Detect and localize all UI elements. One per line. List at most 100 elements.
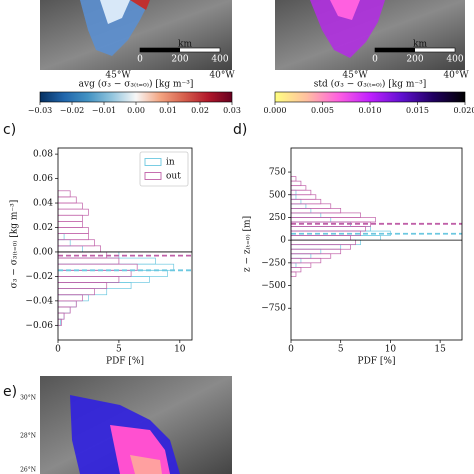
panel-label: c) [3, 122, 16, 138]
hist-bar [57, 276, 120, 283]
hist-bar [290, 226, 371, 232]
x-tick-label: 15 [434, 345, 446, 355]
hist-bar [57, 263, 175, 271]
y-tick-label: 0 [280, 236, 286, 246]
panel-label: e) [3, 384, 17, 400]
x-tick-label: 10 [385, 345, 397, 355]
y-tick-label: 500 [269, 190, 286, 200]
y-tick-label: 250 [269, 213, 286, 223]
x-tick-label: 0 [288, 345, 294, 355]
hist-bar [57, 221, 83, 228]
map-b: km 0 200 400 45°W 40°W [275, 0, 469, 81]
hist-bar [57, 276, 150, 283]
x-tick-label: 0.000 [264, 106, 287, 115]
y-tick-label: −0.06 [25, 321, 53, 331]
hist-bar [57, 257, 120, 265]
hist-bar [290, 226, 366, 232]
hist-bar [290, 248, 342, 255]
hist-bar [57, 214, 83, 222]
hist-bar [290, 257, 302, 264]
hist-bar [57, 269, 132, 277]
y-tick-label: 750 [269, 168, 286, 178]
hist-bar [57, 294, 83, 302]
y-tick-label: −0.04 [25, 296, 53, 306]
y-tick-label: −500 [261, 281, 286, 291]
hist-bar [290, 203, 307, 209]
hist-bar [290, 253, 312, 259]
hist-bar [290, 194, 317, 200]
axes-frame [57, 147, 193, 341]
hist-bar [290, 189, 297, 196]
hist-bar [290, 194, 297, 200]
x-tick-label: 0.02 [191, 106, 209, 115]
legend-label: out [166, 172, 181, 182]
hist-bar [57, 196, 77, 204]
hist-bar [290, 176, 297, 182]
x-tick-label: 0.01 [159, 106, 177, 115]
hist-bar [290, 198, 322, 205]
hist-bar [290, 248, 322, 255]
hist-bar [57, 239, 71, 247]
hist-bar [290, 244, 352, 250]
scale-tick: 400 [211, 55, 228, 65]
x-tick-label: 0.00 [127, 106, 145, 115]
y-tick-label: 0.00 [33, 247, 53, 257]
hist-bar [290, 267, 302, 273]
x-tick-label: 0.005 [311, 106, 334, 115]
scale-tick: 0 [137, 55, 143, 65]
x-axis-label: PDF [%] [106, 357, 144, 367]
y-tick-label: −750 [261, 304, 286, 314]
hist-bar [290, 212, 322, 218]
legend-box [139, 151, 189, 187]
hist-bar [290, 235, 352, 241]
hist-bar [57, 318, 63, 326]
hist-bar [57, 282, 108, 289]
x-tick-label: 10 [174, 345, 186, 355]
hist-bar [57, 300, 77, 308]
hist-bar [290, 262, 312, 268]
hist-bar [290, 262, 297, 268]
hist-bar [57, 233, 65, 241]
hist-bar [57, 306, 71, 314]
scale-tick: 400 [446, 55, 463, 65]
lat-label: 26°N [20, 467, 36, 474]
map-a: km 0 200 400 45°W 40°W [40, 0, 235, 81]
hist-bar [290, 239, 361, 246]
lon-label: 40°W [443, 71, 469, 81]
hist-bar [290, 185, 307, 191]
legend-swatch [144, 172, 162, 180]
lon-label: 45°W [342, 71, 368, 81]
hist-bar [290, 189, 312, 196]
hist-bar [290, 271, 297, 277]
hist-bar [290, 217, 376, 223]
y-axis-label: z − z₍ₜ₌₀₎ [m] [243, 216, 253, 272]
hist-bar [290, 239, 356, 246]
hist-bar [57, 227, 89, 234]
lat-label: 28°N [20, 433, 36, 440]
y-axis-label: σ₃ − σ₃₍ₜ₌₀₎ [kg m⁻³] [10, 200, 20, 289]
hist-bar [290, 180, 302, 187]
scale-unit: km [413, 40, 427, 50]
hist-bar [57, 269, 168, 277]
hist-bar [290, 198, 302, 205]
hist-bar [57, 263, 138, 271]
lon-label: 40°W [209, 71, 235, 81]
x-tick-label: 0.020 [454, 106, 474, 115]
hist-bar [57, 312, 65, 320]
x-axis-label: PDF [%] [358, 357, 396, 367]
hist-bar [290, 235, 381, 241]
hist-bar [57, 306, 71, 314]
hist-bar [290, 217, 332, 223]
hist-bar [290, 244, 342, 250]
x-tick-label: 0.03 [223, 106, 241, 115]
colorbar [39, 91, 233, 103]
lon-label: 45°W [105, 71, 131, 81]
hist-bar [57, 288, 95, 296]
x-tick-label: 0.010 [359, 106, 382, 115]
panel-label: d) [233, 122, 247, 138]
colorbar-label: avg (σ₃ − σ₃₍ₜ₌₀₎) [kg m⁻³] [79, 79, 194, 90]
scale-tick: 200 [171, 55, 188, 65]
y-tick-label: −0.02 [25, 272, 53, 282]
hist-bar [57, 294, 89, 302]
